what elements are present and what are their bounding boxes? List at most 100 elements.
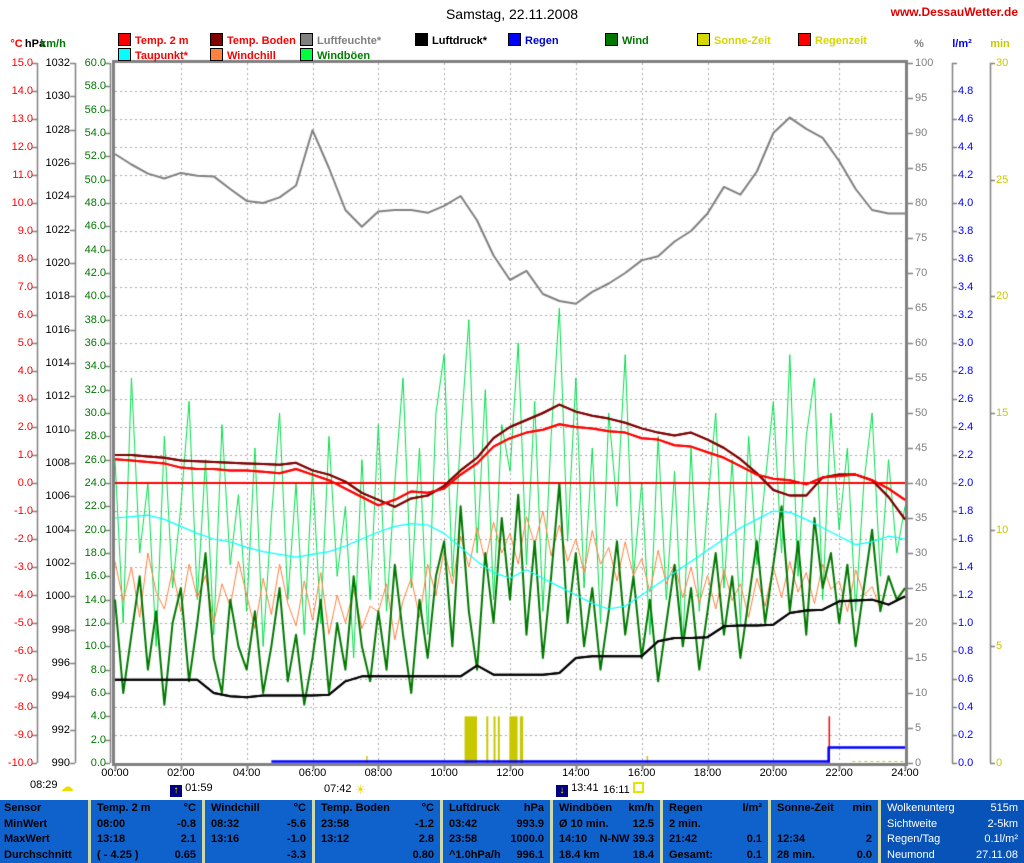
tick-label-%: 15 bbox=[915, 652, 928, 664]
tick-label-l/m²: 0.8 bbox=[958, 645, 974, 657]
column-unit: km/h bbox=[628, 801, 654, 814]
tick-label-hPa: 996 bbox=[51, 657, 70, 669]
tick-label-km/h: 20.0 bbox=[84, 523, 106, 536]
tick-label-km/h: 14.0 bbox=[84, 593, 106, 606]
cell-value: 0.0 bbox=[856, 849, 872, 862]
tick-label-min: 10 bbox=[996, 523, 1009, 536]
tick-label-°C: 2.0 bbox=[17, 421, 33, 433]
tick-label-km/h: 6.0 bbox=[90, 687, 106, 699]
info-value: 0.1l/m² bbox=[984, 833, 1018, 846]
axis-unit-l/m²: l/m² bbox=[952, 38, 972, 50]
table-row: 2 min. bbox=[663, 816, 768, 832]
x-tick-label: 24:00 bbox=[891, 767, 919, 779]
tick-label-km/h: 4.0 bbox=[90, 710, 106, 723]
column-unit: min bbox=[852, 801, 872, 814]
tick-label-%: 60 bbox=[915, 337, 928, 349]
legend-label: Wind bbox=[622, 35, 649, 47]
sunrise-icon: ☀ bbox=[354, 782, 367, 797]
x-tick-label: 18:00 bbox=[693, 767, 722, 779]
table-row: Gesamt: 0.1 bbox=[663, 847, 768, 863]
stats-table: Sensor MinWert MaxWert Durchschnitt Temp. 2 … bbox=[0, 800, 1024, 863]
table-column-sonne-zeit: Sonne-Zeit min 12:34 2 28 min. 0.0 bbox=[768, 800, 878, 863]
cell-value: -3.3 bbox=[287, 849, 306, 862]
cell-value: 996.1 bbox=[516, 849, 544, 862]
tick-label-hPa: 1004 bbox=[45, 523, 70, 536]
tick-label-°C: -8.0 bbox=[14, 701, 33, 713]
cell-value: 0.1 bbox=[746, 833, 762, 846]
legend-item-temp-boden: Temp. Boden bbox=[210, 33, 296, 47]
tick-label-km/h: 8.0 bbox=[90, 663, 106, 676]
tick-label-km/h: 34.0 bbox=[84, 360, 106, 373]
cell-time: ^1.0hPa/h bbox=[449, 849, 501, 862]
cell-value: 1000.0 bbox=[510, 833, 544, 846]
table-column-windchill: Windchill °C 08:32 -5.6 13:16 -1.0 -3.3 bbox=[202, 800, 312, 863]
tick-label-%: 90 bbox=[915, 127, 928, 139]
tick-label-°C: 11.0 bbox=[12, 169, 33, 181]
luftfeuchte-swatch-icon bbox=[300, 33, 313, 46]
tick-label-l/m²: 1.8 bbox=[958, 505, 974, 517]
tick-label-hPa: 1010 bbox=[45, 423, 70, 436]
tick-label-l/m²: 3.4 bbox=[958, 281, 974, 293]
tick-label-l/m²: 4.4 bbox=[958, 141, 974, 153]
table-row: 13:12 2.8 bbox=[315, 832, 440, 848]
table-column-temp-2-m: Temp. 2 m °C 08:00 -0.8 13:18 2.1 ( - 4.25 ) 0.… bbox=[88, 800, 202, 863]
tick-label-°C: -9.0 bbox=[14, 729, 33, 741]
moonrise-time: 01:59 bbox=[185, 782, 213, 794]
column-header: Regen bbox=[669, 801, 703, 814]
tick-label-km/h: 12.0 bbox=[84, 617, 106, 629]
tick-label-km/h: 26.0 bbox=[84, 453, 106, 466]
tick-label-km/h: 60.0 bbox=[84, 57, 106, 69]
tick-label-%: 100 bbox=[915, 57, 934, 69]
tick-label-l/m²: 1.6 bbox=[958, 533, 974, 545]
tick-label-°C: 13.0 bbox=[11, 113, 33, 125]
cell-time: 23:58 bbox=[449, 833, 478, 846]
tick-label-l/m²: 4.6 bbox=[958, 113, 974, 125]
table-row: ( - 4.25 ) 0.65 bbox=[91, 847, 202, 863]
cell-value: 2 bbox=[865, 833, 872, 846]
tick-label-hPa: 1032 bbox=[45, 57, 70, 69]
cell-value: 993.9 bbox=[516, 817, 544, 830]
row-label: MaxWert bbox=[4, 833, 50, 846]
tick-label-°C: -7.0 bbox=[14, 673, 33, 685]
cell-value: N-NW 39.3 bbox=[599, 833, 654, 846]
axis-unit-%: % bbox=[914, 38, 924, 50]
cell-value: 0.65 bbox=[174, 849, 196, 862]
tick-label-km/h: 46.0 bbox=[84, 220, 106, 233]
column-header: Temp. Boden bbox=[321, 801, 390, 814]
legend-item-windboeen: Windböen bbox=[300, 48, 370, 62]
tick-label-hPa: 994 bbox=[51, 690, 70, 703]
sunset-icon bbox=[632, 782, 644, 793]
tick-label-l/m²: 3.8 bbox=[958, 225, 974, 237]
tick-label-%: 95 bbox=[915, 92, 928, 104]
tick-label-hPa: 1020 bbox=[45, 257, 70, 269]
legend-label: Temp. 2 m bbox=[135, 35, 189, 47]
cell-time: 13:16 bbox=[211, 833, 240, 846]
tick-label-l/m²: 2.0 bbox=[958, 477, 974, 489]
tick-label-hPa: 1000 bbox=[45, 590, 70, 603]
cell-value: 0.1 bbox=[746, 849, 762, 862]
luftdruck-swatch-icon bbox=[415, 33, 428, 46]
tick-label-%: 5 bbox=[915, 722, 922, 734]
column-header: Windchill bbox=[211, 801, 260, 814]
cell-time: Gesamt: bbox=[669, 849, 714, 862]
tick-label-%: 70 bbox=[915, 267, 928, 279]
table-column-windb-en: Windböen km/h Ø 10 min. 12.5 14:10 N-NW 39.3 1… bbox=[550, 800, 660, 863]
tick-label-%: 10 bbox=[915, 687, 928, 699]
tick-label-min: 15 bbox=[996, 407, 1009, 419]
cell-time: 08:00 bbox=[97, 817, 126, 830]
table-row: 23:58 -1.2 bbox=[315, 816, 440, 832]
info-label: Wolkenunterg bbox=[887, 801, 955, 814]
tick-label-°C: 3.0 bbox=[17, 393, 33, 405]
info-label: Neumond bbox=[887, 849, 935, 862]
table-row: 23:58 1000.0 bbox=[443, 832, 550, 848]
table-column-regen: Regen l/m² 2 min. 21:42 0.1 Gesamt: 0.1 bbox=[660, 800, 768, 863]
tick-label-%: 45 bbox=[915, 442, 928, 454]
tick-label-l/m²: 0.0 bbox=[958, 757, 974, 769]
axis-unit-min: min bbox=[990, 38, 1010, 50]
info-label: Sichtweite bbox=[887, 817, 938, 830]
tick-label-km/h: 50.0 bbox=[84, 173, 106, 186]
tick-label-l/m²: 4.8 bbox=[958, 85, 974, 97]
tick-label-km/h: 28.0 bbox=[84, 430, 106, 443]
tick-label-hPa: 998 bbox=[51, 623, 70, 636]
table-row: 08:00 -0.8 bbox=[91, 816, 202, 832]
